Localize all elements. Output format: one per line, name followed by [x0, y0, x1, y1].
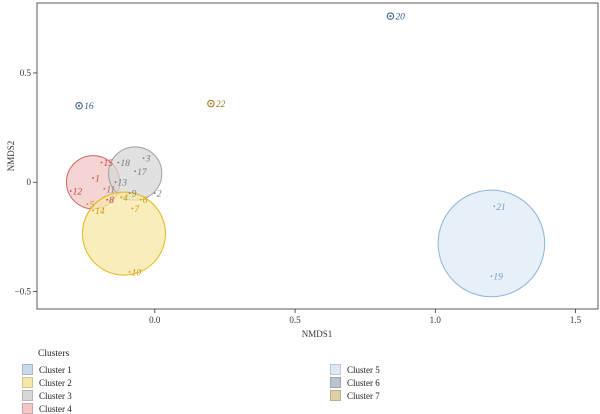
point-label-9: 9 — [132, 190, 137, 200]
point-label-14: 14 — [95, 207, 105, 217]
legend-label: Cluster 5 — [347, 364, 380, 375]
legend-item-cluster-2: Cluster 2 — [22, 377, 72, 388]
point-dot-2 — [153, 192, 156, 195]
point-dot-18 — [117, 161, 120, 164]
x-tick-label: 0.5 — [289, 315, 301, 325]
legend-item-cluster-5: Cluster 5 — [330, 364, 380, 375]
legend-swatch — [22, 377, 33, 388]
legend-label: Cluster 3 — [39, 390, 72, 401]
point-dot-1 — [92, 176, 94, 179]
point-dot-14 — [92, 209, 94, 212]
point-dot-10 — [128, 270, 131, 273]
x-axis: 0.0 0.5 1.0 1.5 — [149, 309, 582, 325]
point-dot-12 — [69, 190, 72, 192]
point-marker-22 — [207, 99, 215, 108]
point-label-1: 1 — [95, 174, 100, 184]
point-label-22: 22 — [216, 100, 226, 110]
legend-item-cluster-3: Cluster 3 — [22, 390, 72, 401]
point-dot-7 — [131, 207, 134, 210]
point-marker-16 — [75, 101, 83, 110]
point-label-15: 15 — [104, 159, 114, 169]
legend-swatch — [22, 364, 33, 375]
point-dot-5 — [86, 203, 89, 205]
legend-label: Cluster 1 — [39, 364, 72, 375]
point-label-18: 18 — [120, 159, 130, 169]
cluster-ellipse-cluster-2 — [81, 191, 166, 276]
legend-item-cluster-6: Cluster 6 — [330, 377, 380, 388]
y-axis-title: NMDS2 — [6, 141, 16, 172]
point-label-8: 8 — [109, 196, 114, 206]
y-tick-label: 0.5 — [20, 68, 32, 78]
point-label-2: 2 — [157, 190, 162, 200]
point-dot-22 — [209, 102, 213, 105]
point-label-4: 4 — [123, 194, 128, 204]
point-marker-20 — [386, 12, 395, 20]
point-label-10: 10 — [132, 268, 142, 278]
legend-label: Cluster 6 — [347, 377, 380, 388]
x-tick-label: 1.0 — [430, 315, 442, 325]
point-dot-17 — [134, 170, 137, 173]
point-dot-11 — [103, 187, 106, 190]
cluster-ellipse-cluster-5 — [437, 189, 546, 298]
point-label-6: 6 — [143, 196, 148, 206]
point-dot-15 — [100, 161, 103, 164]
legend-item-cluster-1: Cluster 1 — [22, 364, 72, 375]
point-label-7: 7 — [134, 205, 140, 215]
legend-swatch — [330, 377, 341, 388]
point-dot-8 — [106, 198, 109, 201]
legend-swatch — [22, 390, 33, 401]
point-dot-4 — [120, 196, 123, 199]
x-tick-label: 0.0 — [149, 315, 161, 325]
cluster-ellipses — [65, 146, 546, 298]
point-dot-16 — [77, 104, 81, 107]
legend-title: Clusters — [38, 349, 70, 359]
x-axis-title: NMDS1 — [302, 329, 333, 339]
legend-label: Cluster 7 — [347, 390, 380, 401]
point-label-20: 20 — [395, 13, 405, 23]
point-dot-19 — [490, 275, 493, 278]
point-dot-6 — [139, 198, 142, 201]
y-axis: −0.5 0 0.5 — [15, 68, 37, 297]
point-dot-9 — [128, 192, 131, 195]
point-label-17: 17 — [137, 168, 148, 178]
legend-swatch — [330, 364, 341, 375]
point-dot-21 — [493, 205, 496, 208]
point-label-12: 12 — [73, 187, 83, 197]
point-label-13: 13 — [118, 179, 128, 189]
point-dot-20 — [389, 15, 392, 18]
legend-label: Cluster 2 — [39, 377, 72, 388]
point-label-5: 5 — [89, 201, 94, 211]
point-label-19: 19 — [493, 273, 503, 283]
point-label-3: 3 — [145, 155, 151, 165]
y-tick-label: 0 — [27, 177, 32, 187]
point-dot-13 — [114, 181, 117, 184]
x-tick-label: 1.5 — [570, 315, 582, 325]
point-dot-3 — [142, 157, 145, 160]
legend-swatch — [330, 390, 341, 401]
point-label-21: 21 — [496, 203, 506, 213]
y-tick-label: −0.5 — [15, 287, 32, 297]
legend-item-cluster-7: Cluster 7 — [330, 390, 380, 401]
legend: Clusters Cluster 1 Cluster 2 Cluster 3 Clus… — [22, 349, 582, 414]
point-label-11: 11 — [106, 185, 115, 195]
point-label-16: 16 — [84, 102, 94, 112]
